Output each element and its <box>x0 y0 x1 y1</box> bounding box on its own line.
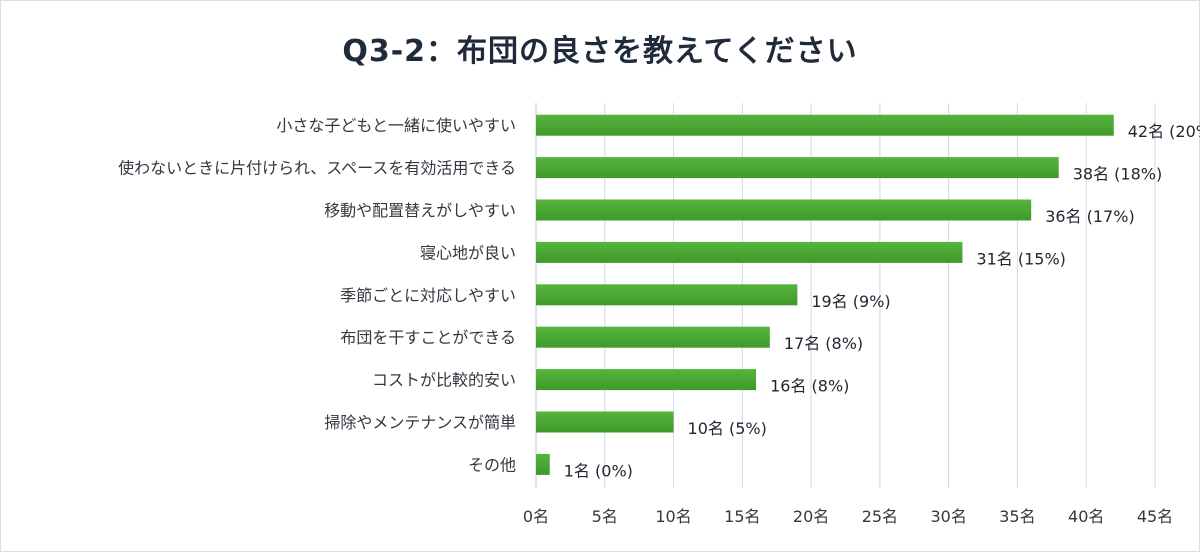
data-label: 31名 (15%) <box>976 249 1066 268</box>
data-label: 17名 (8%) <box>784 334 863 353</box>
bar <box>536 369 757 391</box>
data-label: 1名 (0%) <box>564 461 633 480</box>
data-label: 16名 (8%) <box>770 377 849 396</box>
bar <box>536 241 963 263</box>
data-label: 42名 (20%) <box>1128 122 1200 141</box>
bar <box>536 284 798 306</box>
category-label: 使わないときに片付けられ、スペースを有効活用できる <box>118 159 516 178</box>
data-label: 36名 (17%) <box>1045 207 1135 226</box>
data-label: 19名 (9%) <box>811 292 890 311</box>
x-tick-label: 30名 <box>930 507 966 526</box>
x-tick-label: 10名 <box>655 507 691 526</box>
data-label: 10名 (5%) <box>688 419 767 438</box>
chart-title: Q3-2：布団の良さを教えてください <box>342 34 858 69</box>
category-label: 季節ごとに対応しやすい <box>340 286 516 305</box>
bar <box>536 411 674 433</box>
category-labels: 小さな子どもと一緒に使いやすい使わないときに片付けられ、スペースを有効活用できる… <box>118 116 516 474</box>
bar <box>536 326 770 348</box>
bar <box>536 199 1032 221</box>
x-tick-label: 35名 <box>999 507 1035 526</box>
category-label: 小さな子どもと一緒に使いやすい <box>276 116 516 135</box>
category-label: 移動や配置替えがしやすい <box>324 201 516 220</box>
x-tick-label: 20名 <box>793 507 829 526</box>
x-axis-ticks: 0名 5名 10名 15名 20名 25名 30名 35名 40名 45名 <box>523 507 1173 526</box>
x-tick-label: 0名 <box>523 507 549 526</box>
category-label: その他 <box>468 455 516 474</box>
data-label: 38名 (18%) <box>1073 165 1163 184</box>
category-label: コストが比較的安い <box>372 371 516 390</box>
data-labels: 42名 (20%) 38名 (18%) 36名 (17%) 31名 (15%) 19名 … <box>564 122 1200 480</box>
bar <box>536 157 1059 179</box>
category-label: 寝心地が良い <box>420 243 516 262</box>
bar <box>536 114 1114 136</box>
x-tick-label: 5名 <box>592 507 618 526</box>
bars <box>536 114 1114 475</box>
bar <box>536 453 550 475</box>
x-tick-label: 15名 <box>724 507 760 526</box>
x-tick-label: 25名 <box>862 507 898 526</box>
category-label: 布団を干すことができる <box>340 328 516 347</box>
x-tick-label: 40名 <box>1068 507 1104 526</box>
x-tick-label: 45名 <box>1137 507 1173 526</box>
category-label: 掃除やメンテナンスが簡単 <box>324 413 516 432</box>
